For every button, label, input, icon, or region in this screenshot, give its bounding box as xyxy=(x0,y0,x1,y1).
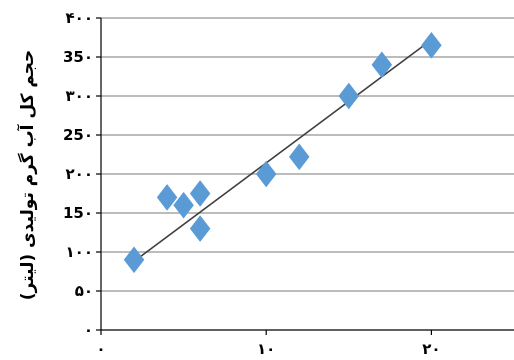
y-tick-label-250: 25۰ xyxy=(63,126,93,144)
data-points xyxy=(123,31,442,274)
trendline xyxy=(133,39,432,263)
data-point-0 xyxy=(123,246,145,274)
tick-labels: ۰ ۵۰ ۱۰۰ 15۰ ۲۰۰ 25۰ ۳۰۰ 35۰ ۴۰۰ ۰ ۱۰ ۲۰ xyxy=(63,9,441,358)
y-axis-title: حجم کل آب گرم تولیدی (لیتر) xyxy=(16,50,38,300)
y-tick-label-0: ۰ xyxy=(84,321,93,339)
x-tick-label-0: ۰ xyxy=(96,340,105,358)
x-tick-label-20: ۲۰ xyxy=(422,340,440,358)
y-tick-label-50: ۵۰ xyxy=(75,282,93,300)
y-tick-label-150: 15۰ xyxy=(63,204,93,222)
data-point-5 xyxy=(255,160,277,188)
y-tick-label-400: ۴۰۰ xyxy=(66,9,93,27)
x-tick-label-10: ۱۰ xyxy=(257,340,275,358)
y-tick-label-300: ۳۰۰ xyxy=(66,87,93,105)
data-point-2 xyxy=(173,191,194,219)
data-point-4 xyxy=(189,215,211,243)
data-point-7 xyxy=(338,82,360,110)
data-point-3 xyxy=(189,180,211,207)
y-tick-label-350: 35۰ xyxy=(63,48,93,66)
grid-lines xyxy=(101,17,514,292)
data-point-1 xyxy=(156,183,178,211)
y-tick-label-100: ۱۰۰ xyxy=(66,243,93,261)
data-point-9 xyxy=(421,31,442,59)
data-point-8 xyxy=(371,51,393,79)
axes xyxy=(96,17,514,335)
data-point-6 xyxy=(288,143,310,171)
trendline-layer xyxy=(133,39,432,263)
y-tick-label-200: ۲۰۰ xyxy=(66,165,93,183)
